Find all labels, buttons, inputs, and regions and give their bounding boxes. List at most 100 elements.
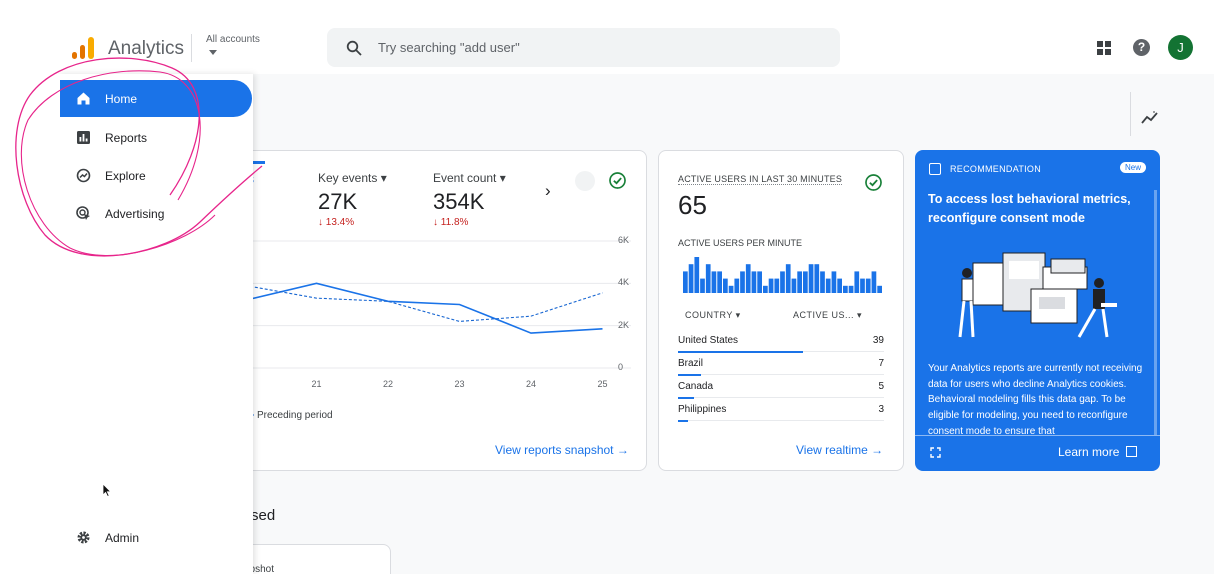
per-minute-bar: [871, 271, 877, 293]
per-minute-bar: [831, 271, 837, 293]
per-minute-bar: [734, 278, 740, 293]
learn-more-link[interactable]: Learn more: [1058, 445, 1120, 459]
y-tick-label: 4K: [618, 277, 630, 288]
realtime-value: 65: [678, 190, 707, 220]
per-minute-bar-chart: [683, 257, 882, 293]
table-row[interactable]: Brazil 7: [678, 352, 884, 376]
line-chart: [244, 240, 631, 416]
per-minute-bar: [763, 285, 768, 293]
avatar[interactable]: J: [1168, 35, 1193, 60]
view-reports-snapshot-link[interactable]: View reports snapshot →: [495, 443, 629, 457]
sidebar-item-label: Advertising: [105, 207, 165, 221]
per-minute-bar: [751, 271, 757, 293]
mouse-cursor-icon: [102, 483, 112, 497]
section-title: sed: [251, 507, 276, 524]
per-minute-bar: [791, 278, 797, 293]
active-users-count: 7: [878, 358, 884, 369]
search-icon: [346, 40, 362, 56]
per-minute-bar: [700, 278, 705, 293]
per-minute-bar: [843, 285, 848, 293]
sidebar-item-advertising[interactable]: Advertising: [60, 195, 252, 232]
external-link-icon[interactable]: [1126, 446, 1137, 457]
column-header-active-users[interactable]: ACTIVE US... ▾: [793, 310, 863, 320]
per-minute-bar: [860, 278, 865, 293]
sidebar: Home Reports Explore Advertising: [58, 74, 253, 574]
table-row[interactable]: United States 39: [678, 329, 884, 353]
sidebar-item-home[interactable]: Home: [60, 80, 252, 117]
per-minute-bar: [723, 278, 728, 293]
reports-icon: [77, 131, 90, 144]
metric-delta: ↓ 13.4%: [318, 217, 355, 228]
per-minute-bar: [785, 264, 791, 293]
account-selector[interactable]: All accounts: [206, 34, 260, 45]
x-tick-label: 22: [383, 379, 394, 389]
per-minute-bar: [745, 264, 751, 293]
sidebar-item-explore[interactable]: Explore: [60, 157, 252, 194]
recommendation-body: Your Analytics reports are currently not…: [928, 363, 1143, 437]
help-icon[interactable]: ?: [1133, 39, 1150, 56]
per-minute-bar: [814, 264, 820, 293]
active-users-count: 3: [878, 404, 884, 415]
x-tick-label: 24: [526, 379, 537, 389]
country-name: Philippines: [678, 404, 727, 415]
recommendation-title: To access lost behavioral metrics, recon…: [928, 192, 1131, 225]
per-minute-bar: [780, 271, 785, 293]
insights-sparkle-icon[interactable]: [575, 171, 595, 191]
share-bar: [678, 397, 695, 399]
share-bar: [678, 420, 688, 422]
per-minute-bar: [740, 271, 745, 293]
metric-delta: ↓ 11.8%: [433, 217, 469, 228]
country-name: United States: [678, 335, 739, 346]
explore-icon: [76, 168, 91, 183]
x-tick-label: 25: [597, 379, 608, 389]
view-realtime-link[interactable]: View realtime →: [796, 443, 884, 457]
recommendation-card: RECOMMENDATION New To access lost behavi…: [915, 150, 1160, 471]
series-line-current: [244, 282, 603, 334]
sidebar-item-label: Reports: [105, 131, 148, 145]
metric-label: Event count ▾: [433, 171, 506, 185]
apps-grid-icon[interactable]: [1096, 40, 1112, 56]
divider: [915, 435, 1160, 436]
recommendation-icon: [929, 163, 941, 175]
divider: [1130, 92, 1131, 136]
caret-down-icon[interactable]: [209, 50, 217, 55]
per-minute-bar: [694, 257, 700, 293]
active-users-count: 39: [872, 335, 884, 346]
per-minute-bar: [825, 278, 831, 293]
table-row[interactable]: Philippines 3: [678, 398, 884, 422]
gear-icon: [77, 531, 90, 544]
per-minute-bar: [774, 278, 780, 293]
expand-icon[interactable]: [930, 447, 941, 458]
table-row[interactable]: Canada 5: [678, 375, 884, 399]
analytics-logo-icon[interactable]: [70, 36, 96, 60]
country-name: Brazil: [678, 358, 704, 369]
sidebar-item-label: Home: [105, 92, 138, 106]
per-minute-bar: [757, 271, 762, 293]
per-minute-bar: [848, 285, 854, 293]
recent-card[interactable]: [244, 544, 391, 574]
per-minute-bar: [837, 278, 842, 293]
metric-value: 354K: [433, 189, 485, 214]
realtime-title: ACTIVE USERS IN LAST 30 MINUTES: [678, 174, 843, 185]
app-title: Analytics: [108, 38, 185, 59]
per-minute-bar: [768, 278, 774, 293]
sidebar-item-admin[interactable]: Admin: [60, 519, 252, 556]
search-placeholder[interactable]: Try searching "add user": [378, 40, 520, 55]
per-minute-bar: [808, 264, 814, 293]
scrollbar[interactable]: [1154, 190, 1157, 435]
y-tick-label: 2K: [618, 319, 630, 330]
series-line-preceding-period: [244, 284, 603, 322]
active-users-count: 5: [878, 381, 884, 392]
home-icon: [77, 92, 90, 105]
insights-icon[interactable]: [1141, 110, 1159, 124]
per-minute-bar: [705, 264, 711, 293]
search-bar[interactable]: Try searching "add user": [327, 28, 840, 67]
per-minute-bar: [797, 271, 802, 293]
per-minute-bar: [711, 271, 717, 293]
column-header-country[interactable]: COUNTRY ▾: [685, 310, 741, 320]
sidebar-item-reports[interactable]: Reports: [60, 119, 252, 156]
chevron-right-icon[interactable]: ›: [545, 181, 551, 200]
new-badge: New: [1120, 162, 1147, 173]
metric-label: Key events ▾: [318, 171, 387, 185]
sidebar-item-label: Explore: [105, 169, 146, 183]
